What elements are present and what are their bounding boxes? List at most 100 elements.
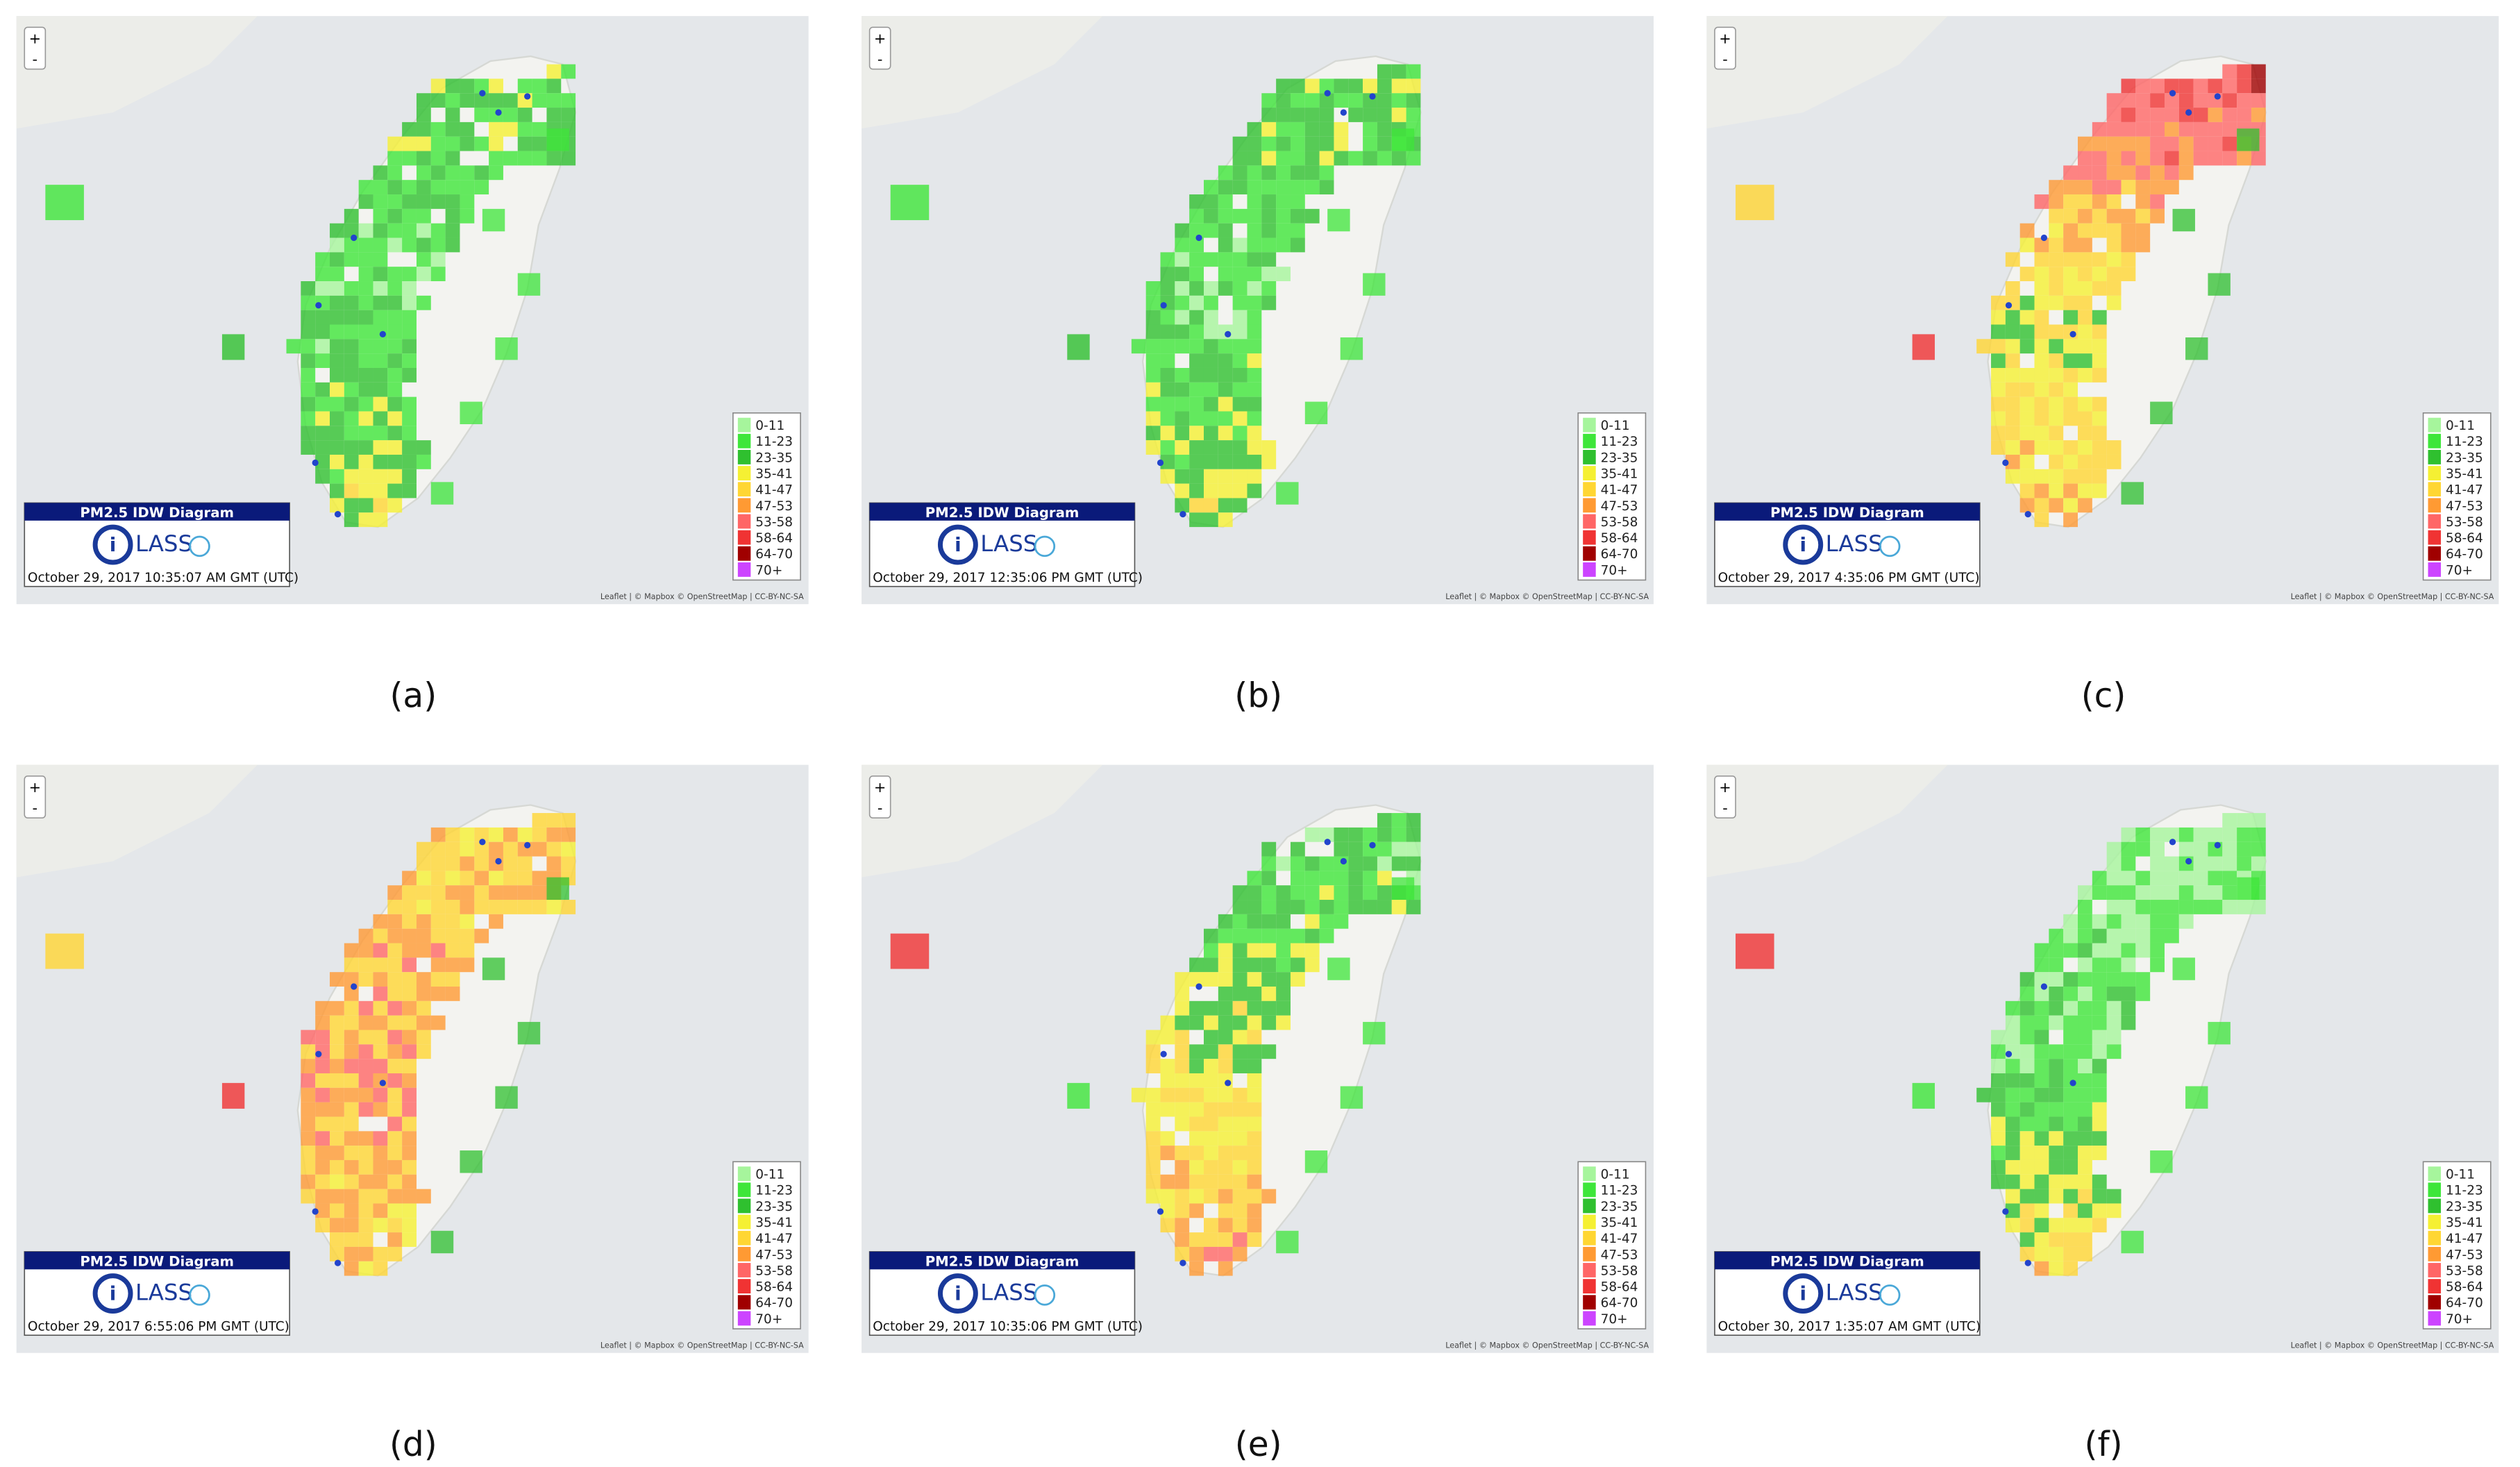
- legend-label: 0-11: [2446, 419, 2475, 433]
- heat-cell: [1348, 78, 1363, 94]
- heat-cell: [1391, 108, 1406, 122]
- heat-cell: [2222, 151, 2237, 166]
- heat-cell: [2034, 411, 2049, 426]
- zoom-out-button[interactable]: -: [1722, 51, 1728, 68]
- heat-cell: [430, 928, 446, 944]
- zoom-out-button[interactable]: -: [877, 800, 883, 816]
- heat-cell: [1189, 440, 1204, 455]
- heat-cell: [2092, 1087, 2107, 1103]
- heat-cell: [358, 1015, 373, 1030]
- heat-cell: [430, 267, 446, 282]
- attribution: Leaflet | © Mapbox © OpenStreetMap | CC-…: [600, 592, 804, 601]
- zoom-control: [24, 776, 47, 819]
- heat-cell: [445, 943, 460, 958]
- heat-cell: [1991, 367, 2006, 383]
- heat-cell: [1261, 440, 1277, 455]
- heat-cell: [1247, 928, 1262, 944]
- heat-cell: [1145, 1059, 1161, 1073]
- logo-sun: [1034, 1284, 1056, 1306]
- heat-cell: [1232, 252, 1248, 267]
- heat-cell: [329, 267, 344, 282]
- heat-cell: [474, 165, 489, 181]
- heat-cell: [1232, 1174, 1248, 1189]
- mainland-coast: [1706, 16, 1948, 129]
- heat-cell: [430, 165, 446, 181]
- heat-cell: [1319, 900, 1334, 914]
- heat-cell: [1348, 900, 1363, 914]
- heat-cell: [1261, 93, 1277, 108]
- heat-cell: [2106, 223, 2122, 238]
- zoom-out-button[interactable]: -: [877, 51, 883, 68]
- heat-cell: [2178, 136, 2194, 151]
- heat-cell: [315, 267, 330, 282]
- heat-cell: [2222, 108, 2237, 122]
- legend-label: 53-58: [755, 515, 793, 530]
- heat-cell: [532, 871, 547, 886]
- zoom-in-button[interactable]: +: [29, 779, 41, 796]
- heat-cell: [430, 180, 446, 195]
- zoom-in-button[interactable]: +: [1719, 779, 1731, 796]
- heat-cell: [2106, 885, 2122, 900]
- heat-cell: [416, 267, 431, 282]
- zoom-in-button[interactable]: +: [874, 779, 886, 796]
- heat-cell: [445, 856, 460, 871]
- heat-cell: [344, 396, 359, 412]
- heat-cell: [1247, 1218, 1262, 1233]
- heat-cell: [2092, 151, 2107, 166]
- heat-cell: [1160, 1030, 1175, 1045]
- heat-cell: [2237, 877, 2260, 900]
- sensor-marker: [379, 1080, 386, 1087]
- heat-cell: [546, 151, 562, 166]
- heat-cell: [1247, 1146, 1262, 1160]
- heat-cell: [2092, 339, 2107, 354]
- heat-cell: [1304, 885, 1320, 900]
- map-panel: +-0-1111-2323-3535-4141-4747-5353-5858-6…: [16, 764, 809, 1353]
- heat-cell: [344, 1146, 359, 1160]
- heat-cell: [1377, 856, 1392, 871]
- heat-cell: [1247, 165, 1262, 181]
- zoom-out-button[interactable]: -: [33, 800, 38, 816]
- heat-cell: [1189, 310, 1204, 325]
- heat-cell: [482, 957, 505, 980]
- heat-cell: [2034, 1000, 2049, 1016]
- heat-cell: [2251, 827, 2266, 842]
- heat-cell: [358, 454, 373, 469]
- heat-cell: [2150, 208, 2165, 224]
- zoom-in-button[interactable]: +: [1719, 30, 1731, 47]
- sensor-marker: [479, 90, 486, 97]
- legend-label: 11-23: [1601, 435, 1638, 449]
- heat-cell: [1261, 900, 1277, 914]
- heat-cell: [344, 382, 359, 397]
- heat-cell: [1363, 151, 1377, 166]
- heat-cell: [373, 1087, 388, 1103]
- heat-cell: [1391, 856, 1406, 871]
- heat-cell: [1261, 1015, 1277, 1030]
- heat-cell: [402, 121, 417, 137]
- heat-cell: [387, 1000, 403, 1016]
- zoom-in-button[interactable]: +: [29, 30, 41, 47]
- heat-cell: [1203, 1189, 1218, 1204]
- zoom-out-button[interactable]: -: [1722, 800, 1728, 816]
- heat-cell: [301, 1073, 316, 1088]
- legend-swatch: [2428, 498, 2442, 513]
- heat-cell: [45, 185, 84, 221]
- heat-cell: [1406, 64, 1421, 79]
- zoom-out-button[interactable]: -: [33, 51, 38, 68]
- zoom-in-button[interactable]: +: [874, 30, 886, 47]
- legend-swatch: [1583, 546, 1596, 561]
- heat-cell: [315, 1087, 330, 1103]
- heat-cell: [2063, 1189, 2078, 1204]
- heat-cell: [2092, 324, 2107, 339]
- heat-cell: [416, 208, 431, 224]
- heat-cell: [2063, 987, 2078, 1001]
- heat-cell: [2063, 252, 2078, 267]
- heat-cell: [503, 871, 518, 886]
- sensor-marker: [2024, 510, 2031, 518]
- heat-cell: [373, 223, 388, 238]
- heat-cell: [2063, 396, 2078, 412]
- heat-cell: [344, 440, 359, 455]
- heat-cell: [1247, 295, 1262, 310]
- heat-cell: [2005, 454, 2020, 469]
- heat-cell: [532, 827, 547, 842]
- heat-cell: [2106, 121, 2122, 137]
